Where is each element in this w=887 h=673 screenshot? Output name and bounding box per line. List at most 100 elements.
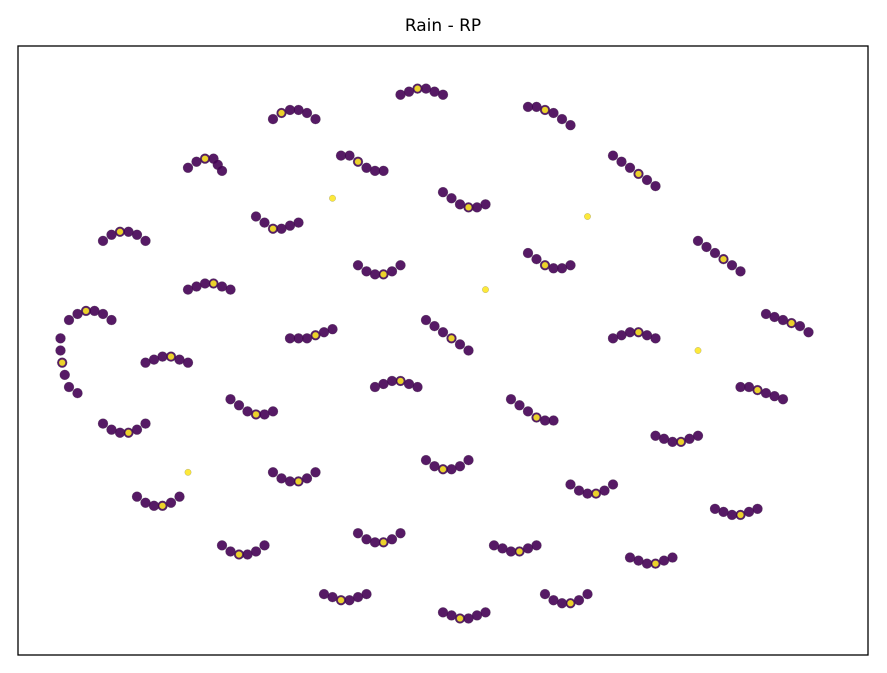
point xyxy=(165,497,177,508)
point xyxy=(354,158,362,166)
point xyxy=(650,333,661,344)
point xyxy=(456,615,464,622)
point xyxy=(210,280,217,287)
point xyxy=(548,415,559,426)
point xyxy=(55,345,66,356)
point xyxy=(352,528,364,539)
point xyxy=(301,107,313,119)
point xyxy=(514,400,525,411)
point xyxy=(541,261,549,269)
point xyxy=(72,387,83,399)
point xyxy=(448,334,455,342)
point xyxy=(531,540,542,551)
point xyxy=(505,394,517,405)
point xyxy=(437,89,449,100)
point xyxy=(252,411,260,418)
point xyxy=(259,540,270,551)
point xyxy=(414,85,421,93)
point xyxy=(269,225,277,233)
point xyxy=(531,253,542,265)
point xyxy=(788,319,795,327)
point xyxy=(63,381,75,393)
point xyxy=(556,113,568,125)
point xyxy=(454,461,466,472)
point xyxy=(565,119,576,131)
point xyxy=(582,588,593,600)
point xyxy=(378,165,389,177)
point xyxy=(754,386,761,394)
point xyxy=(726,260,738,271)
point xyxy=(701,241,712,253)
point xyxy=(480,199,491,210)
point xyxy=(97,418,109,429)
point xyxy=(295,478,302,485)
point xyxy=(225,284,236,295)
point xyxy=(573,594,585,606)
point xyxy=(516,548,523,555)
point xyxy=(106,314,117,326)
point xyxy=(709,247,721,259)
point xyxy=(482,286,489,293)
point xyxy=(97,308,109,320)
point xyxy=(539,588,551,600)
plot-frame xyxy=(17,45,869,656)
point xyxy=(567,599,574,607)
point xyxy=(250,546,262,557)
point xyxy=(522,247,534,259)
point xyxy=(694,347,702,354)
point xyxy=(59,369,70,381)
point xyxy=(82,307,90,315)
point xyxy=(692,235,704,247)
point xyxy=(584,213,591,220)
point xyxy=(565,260,576,271)
point xyxy=(267,467,279,478)
point xyxy=(182,357,194,368)
point xyxy=(565,479,576,490)
point xyxy=(293,217,304,228)
point xyxy=(437,327,449,338)
point xyxy=(737,511,744,519)
point xyxy=(735,266,746,277)
point xyxy=(344,150,355,161)
point xyxy=(159,502,166,510)
point xyxy=(380,270,387,278)
point xyxy=(420,454,432,466)
point xyxy=(446,193,457,204)
point xyxy=(463,345,474,356)
point xyxy=(329,194,336,202)
point xyxy=(522,406,534,417)
point xyxy=(635,328,642,336)
point xyxy=(131,229,143,240)
point xyxy=(125,429,132,437)
point xyxy=(225,394,236,405)
point xyxy=(201,155,209,163)
point xyxy=(182,162,194,174)
point xyxy=(337,596,345,604)
point xyxy=(184,468,192,476)
point xyxy=(720,255,727,263)
point xyxy=(667,552,678,563)
point xyxy=(533,414,540,421)
point xyxy=(652,560,659,568)
point xyxy=(803,327,814,338)
point xyxy=(380,538,387,546)
point xyxy=(412,381,423,393)
point xyxy=(167,353,175,360)
point xyxy=(465,203,472,211)
point xyxy=(548,107,559,119)
chart-title: Rain - RP xyxy=(405,16,481,36)
point xyxy=(259,217,270,228)
point xyxy=(97,235,109,247)
point xyxy=(55,333,66,344)
point xyxy=(429,320,440,332)
point xyxy=(437,186,449,198)
point xyxy=(63,314,75,326)
point xyxy=(233,400,245,411)
point xyxy=(312,331,319,339)
point xyxy=(250,211,262,222)
point xyxy=(140,418,151,429)
point xyxy=(116,228,124,236)
point xyxy=(58,359,66,367)
point xyxy=(616,156,627,167)
